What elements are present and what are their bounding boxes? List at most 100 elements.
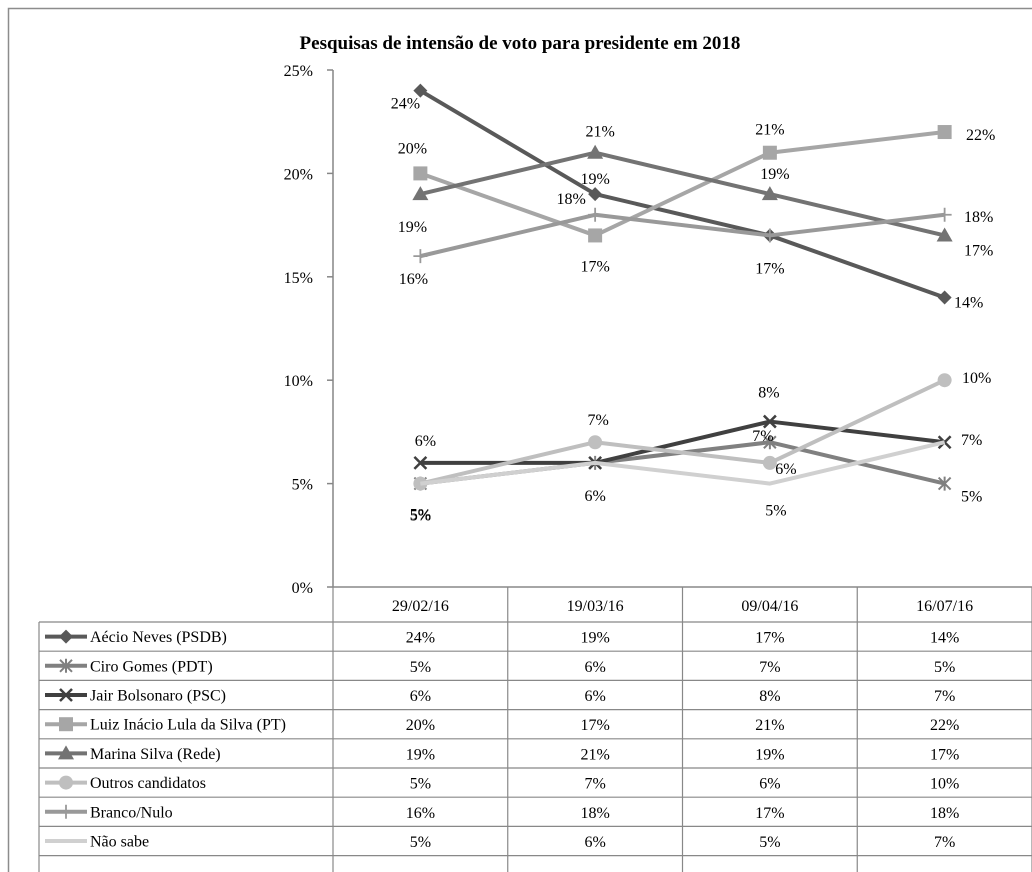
data-label: 18% — [964, 209, 993, 226]
legend-label: Outros candidatos — [90, 775, 206, 792]
data-label: 7% — [961, 432, 982, 449]
data-point-square — [413, 166, 428, 181]
table-cell: 7% — [584, 776, 605, 793]
data-point-diamond — [937, 290, 952, 305]
table-cell: 17% — [755, 805, 784, 822]
series — [420, 440, 946, 486]
table-cell: 24% — [406, 630, 435, 647]
series-line — [419, 130, 945, 238]
data-point-triangle — [936, 227, 953, 242]
x-tick-label: 09/04/16 — [741, 598, 798, 615]
table-cell: 6% — [584, 834, 605, 851]
data-point-plus — [762, 228, 777, 243]
series-line — [420, 440, 946, 486]
data-point-x — [762, 414, 777, 429]
data-point-star — [763, 435, 777, 450]
series — [412, 144, 953, 242]
table-cell: 17% — [580, 717, 609, 734]
series-lines — [412, 83, 953, 491]
table-cell: 16% — [406, 805, 435, 822]
legend-label: Jair Bolsonaro (PSC) — [90, 688, 226, 705]
data-point-circle — [59, 775, 73, 790]
data-label: 19% — [580, 171, 609, 188]
y-axis: 0% 5% 10% 15% 20% 25% — [284, 63, 334, 597]
table-cell: 10% — [930, 776, 959, 793]
data-point-diamond — [59, 629, 73, 644]
table-cell: 18% — [580, 805, 609, 822]
legend-label: Marina Silva (Rede) — [90, 746, 221, 763]
y-tick-label: 10% — [284, 373, 313, 390]
data-point-square — [937, 125, 952, 140]
data-label: 16% — [399, 271, 428, 288]
series-line — [419, 212, 945, 259]
data-label: 14% — [954, 294, 983, 311]
data-label: 6% — [775, 461, 796, 478]
data-label: 22% — [966, 127, 995, 144]
data-point-circle — [588, 435, 603, 450]
table-cell: 21% — [580, 746, 609, 763]
legend-key — [45, 745, 87, 760]
data-label: 19% — [398, 219, 427, 236]
table-cell: 22% — [930, 717, 959, 734]
data-label: 7% — [752, 428, 773, 445]
series — [413, 83, 952, 305]
data-label: 17% — [755, 260, 784, 277]
x-tick-label: 29/02/16 — [392, 598, 449, 615]
data-point-square — [588, 228, 603, 243]
data-point-plus — [413, 249, 428, 264]
legend-key — [45, 658, 87, 673]
table-cell: 8% — [759, 688, 780, 705]
series-line — [419, 150, 946, 238]
table-cell: 19% — [580, 630, 609, 647]
table-cell: 14% — [930, 630, 959, 647]
data-point-plus — [937, 207, 952, 222]
data-label: 21% — [755, 122, 784, 139]
data-point-star — [937, 476, 952, 491]
data-point-triangle — [412, 186, 429, 201]
legend-key — [45, 629, 87, 644]
x-tick-label: 16/07/16 — [916, 598, 973, 615]
data-label: 5% — [765, 503, 786, 520]
table-cell: 5% — [410, 776, 431, 793]
data-point-star — [59, 658, 73, 673]
data-point-square — [59, 717, 73, 732]
data-label: 8% — [758, 385, 779, 402]
table-cell: 21% — [755, 717, 784, 734]
y-tick-label: 20% — [284, 166, 313, 183]
table-cell: 5% — [410, 659, 431, 676]
table-cell: 18% — [930, 805, 959, 822]
series — [413, 207, 952, 264]
data-label: 5% — [410, 508, 431, 525]
data-point-square — [762, 145, 777, 160]
data-point-triangle — [587, 144, 604, 159]
data-point-x — [413, 456, 428, 470]
table-cell: 19% — [755, 746, 784, 763]
legend-key — [45, 775, 87, 790]
legend-key — [45, 804, 87, 819]
data-label: 18% — [556, 191, 585, 208]
data-point-diamond — [588, 187, 603, 202]
data-label: 17% — [580, 258, 609, 275]
data-point-x — [59, 688, 73, 702]
legend-label: Ciro Gomes (PDT) — [90, 658, 213, 675]
legend-label: Branco/Nulo — [90, 804, 173, 821]
series-line — [419, 88, 946, 300]
legend-key — [45, 717, 87, 732]
legend-label: Luiz Inácio Lula da Silva (PT) — [90, 717, 286, 734]
y-tick-label: 0% — [292, 580, 313, 597]
data-label: 19% — [760, 166, 789, 183]
data-label: 5% — [410, 507, 431, 524]
y-tick-label: 25% — [284, 63, 313, 80]
x-tick-label: 19/03/16 — [567, 598, 624, 615]
table-cell: 5% — [759, 834, 780, 851]
table-cell: 7% — [934, 688, 955, 705]
series — [413, 125, 952, 243]
table-cell: 6% — [584, 659, 605, 676]
data-point-plus — [588, 207, 603, 222]
chart-title: Pesquisas de intensão de voto para presi… — [300, 33, 741, 54]
table-cell: 7% — [934, 834, 955, 851]
data-point-circle — [937, 373, 952, 388]
y-tick-label: 15% — [284, 270, 313, 287]
data-label: 6% — [584, 488, 605, 505]
table-cell: 6% — [584, 688, 605, 705]
